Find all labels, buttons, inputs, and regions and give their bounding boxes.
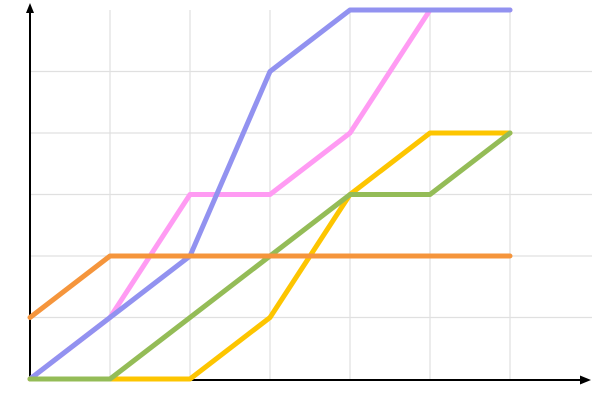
x-axis-arrowhead xyxy=(580,375,591,385)
series-purple-line xyxy=(27,7,513,382)
y-axis-arrowhead xyxy=(26,3,34,13)
series-orange-line xyxy=(27,253,513,320)
